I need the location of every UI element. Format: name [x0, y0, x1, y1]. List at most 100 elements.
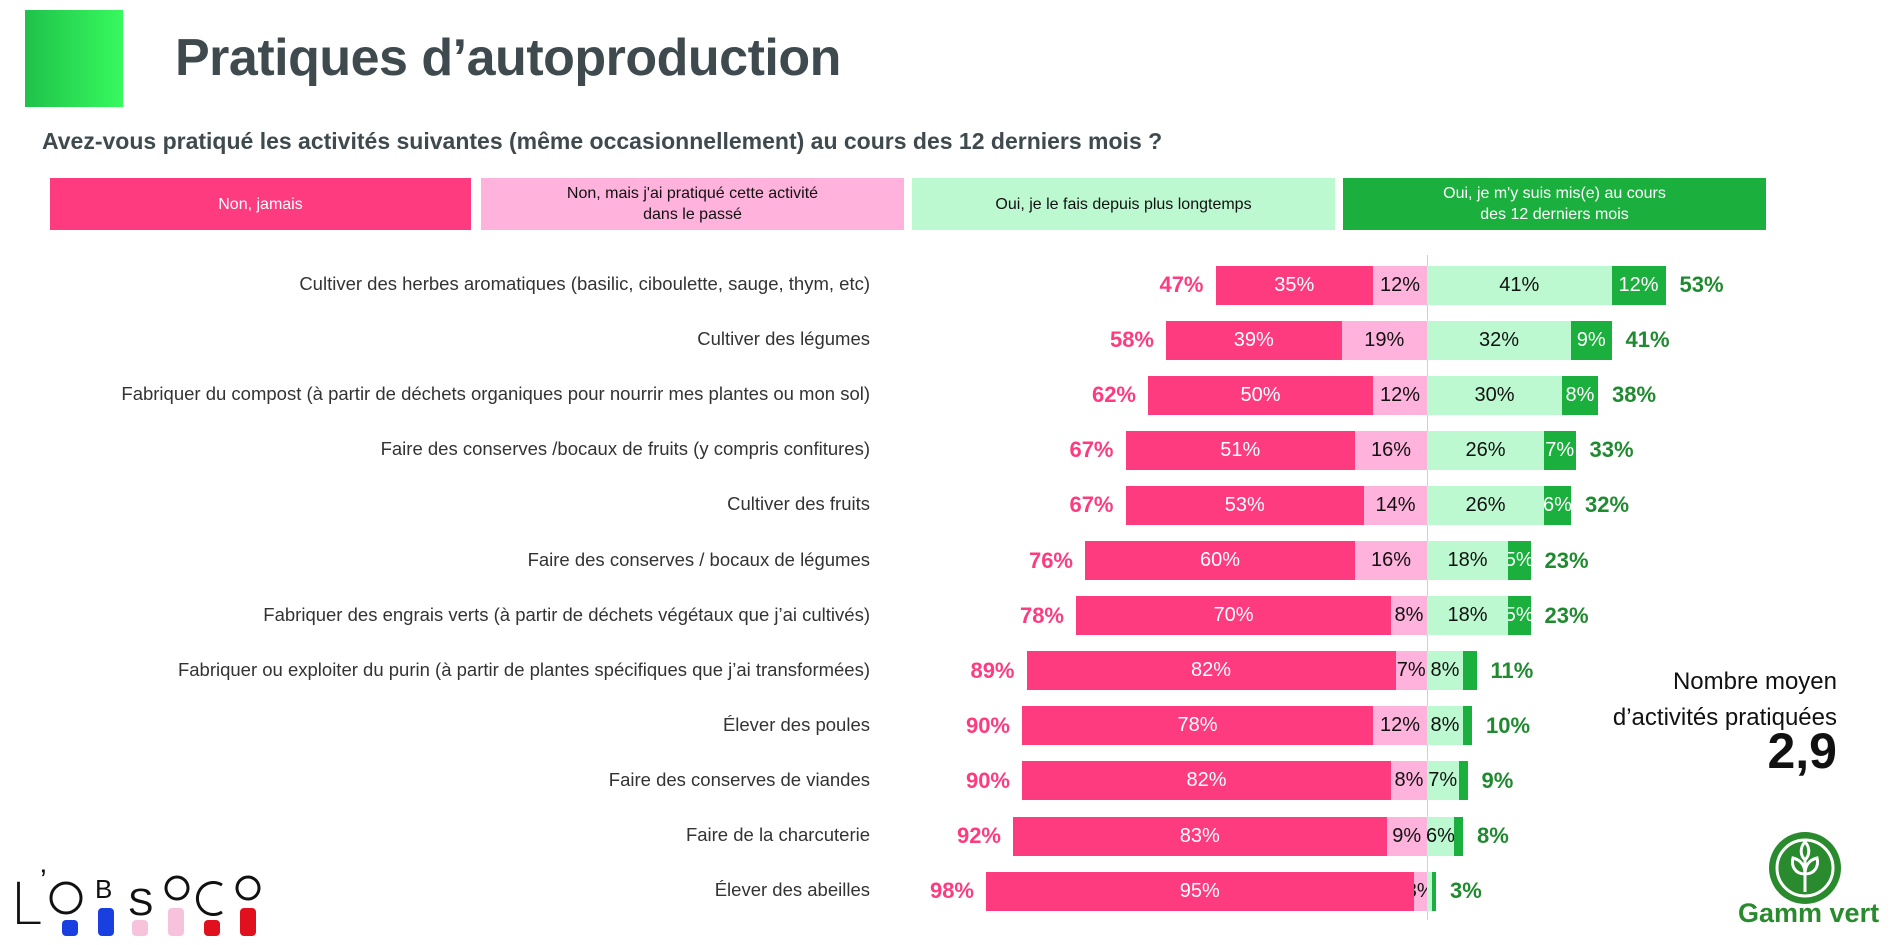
row-label: Cultiver des herbes aromatiques (basilic…	[299, 273, 870, 294]
total-yes-label: 10%	[1486, 712, 1531, 738]
bar-segment-recent	[1458, 761, 1468, 801]
total-no-label: 98%	[929, 878, 974, 904]
row-label: Fabriquer ou exploiter du purin (à parti…	[177, 658, 870, 680]
bar-segment-recent: 12%	[1611, 265, 1666, 305]
total-yes-label: 38%	[1612, 382, 1657, 408]
bar-segment-recent: 5%	[1508, 541, 1531, 580]
survey-question: Avez-vous pratiqué les activités suivant…	[42, 128, 1163, 154]
row-label: Cultiver des fruits	[727, 493, 870, 515]
bar-segment-past: 3%	[1413, 871, 1427, 911]
bar-segment-recent: 9%	[1571, 320, 1612, 360]
bar-segment-past: 12%	[1373, 265, 1427, 305]
total-yes-label: 8%	[1477, 823, 1509, 848]
bar-segment-past: 12%	[1373, 375, 1427, 415]
bar-segment-recent	[1454, 816, 1463, 856]
bar-segment-long-time: 8%	[1427, 651, 1463, 691]
svg-text:S: S	[128, 882, 153, 924]
total-yes-label: 23%	[1544, 547, 1589, 573]
bar-segment-recent	[1463, 706, 1472, 746]
title-accent-block	[25, 10, 123, 107]
average-activities-value: 2,9	[1767, 723, 1837, 779]
bar-segment-never: 53%	[1125, 485, 1364, 525]
average-label-line2: d’activités pratiquées	[1612, 704, 1837, 731]
bar-segment-past: 19%	[1341, 320, 1427, 360]
obsoco-logo: L ’ B S	[10, 864, 261, 938]
bar-segment-past: 8%	[1391, 761, 1427, 801]
total-no-label: 67%	[1069, 492, 1114, 518]
bar-segment-never: 60%	[1085, 541, 1355, 580]
bar-segment-long-time: 30%	[1427, 375, 1562, 415]
bar-segment-recent	[1463, 651, 1477, 691]
total-no-label: 90%	[965, 767, 1010, 793]
svg-text:L: L	[10, 870, 42, 938]
bar-segment-never: 50%	[1148, 375, 1373, 415]
total-no-label: 90%	[965, 712, 1010, 738]
bar-segment-long-time: 18%	[1427, 541, 1508, 580]
row-label: Fabriquer des engrais verts (à partir de…	[263, 603, 870, 625]
bar-segment-past: 7%	[1395, 651, 1427, 691]
bar-segment-past: 8%	[1391, 596, 1427, 636]
bar-segment-never: 51%	[1125, 430, 1355, 470]
bar-segment-never: 39%	[1166, 320, 1342, 360]
bar-segment-long-time: 26%	[1427, 485, 1544, 525]
average-label-line1: Nombre moyen	[1672, 668, 1837, 695]
page-title: Pratiques d’autoproduction	[175, 29, 841, 87]
bar-segment-recent: 7%	[1544, 430, 1576, 470]
gamm-vert-logo-icon	[1769, 832, 1841, 904]
legend-long-time: Oui, je le fais depuis plus longtemps	[912, 178, 1335, 230]
bar-segment-long-time: 41%	[1427, 265, 1612, 305]
row-label: Faire des conserves de viandes	[608, 768, 870, 790]
bar-segment-past: 12%	[1373, 706, 1427, 746]
total-yes-label: 32%	[1585, 492, 1630, 518]
row-label: Faire des conserves /bocaux de fruits (y…	[380, 438, 870, 460]
bar-segment-never: 83%	[1013, 816, 1387, 856]
bar-segment-recent: 6%	[1544, 485, 1571, 525]
total-no-label: 89%	[970, 657, 1015, 683]
bar-segment-recent: 5%	[1508, 596, 1531, 636]
bar-segment-never: 78%	[1022, 706, 1373, 746]
total-yes-label: 9%	[1481, 767, 1514, 793]
bar-segment-past: 16%	[1355, 430, 1427, 470]
row-label: Élever des abeilles	[714, 879, 870, 901]
bar-segment-never: 82%	[1022, 761, 1391, 801]
legend-recent: Oui, je m'y suis mis(e) au cours des 12 …	[1343, 178, 1766, 230]
svg-text:’: ’	[40, 864, 47, 897]
bar-segment-long-time	[1427, 871, 1432, 911]
svg-text:B: B	[95, 874, 112, 904]
row-label: Faire de la charcuterie	[685, 824, 870, 845]
legend-past: Non, mais j'ai pratiqué cette activité d…	[481, 178, 904, 230]
bar-segment-never: 82%	[1026, 651, 1396, 691]
bar-segment-long-time: 26%	[1427, 430, 1544, 470]
total-no-label: 67%	[1069, 437, 1114, 463]
total-no-label: 92%	[956, 823, 1001, 848]
bar-segment-recent: 8%	[1562, 375, 1598, 415]
bar-segment-past: 14%	[1364, 485, 1427, 525]
zero-axis-line	[1427, 255, 1428, 920]
gamm-vert-logo-text: Gamm vert	[1738, 898, 1880, 928]
total-yes-label: 23%	[1544, 602, 1589, 628]
total-no-label: 47%	[1159, 272, 1204, 297]
row-label: Élever des poules	[722, 713, 870, 735]
bar-segment-long-time: 7%	[1427, 761, 1459, 801]
bar-segment-long-time: 6%	[1427, 816, 1454, 856]
average-activities-label: Nombre moyen d’activités pratiquées	[1613, 664, 1837, 736]
bar-segment-past: 16%	[1355, 541, 1427, 580]
bar-segment-long-time: 8%	[1427, 706, 1463, 746]
total-yes-label: 3%	[1450, 878, 1482, 904]
total-yes-label: 41%	[1625, 327, 1670, 353]
bar-segment-never: 35%	[1215, 265, 1373, 305]
bar-segment-never: 70%	[1076, 596, 1391, 636]
row-label: Faire des conserves / bocaux de légumes	[527, 548, 870, 570]
bar-segment-recent	[1431, 871, 1436, 911]
bar-segment-past: 9%	[1386, 816, 1427, 856]
total-yes-label: 11%	[1490, 657, 1534, 683]
row-label: Fabriquer du compost (à partir de déchet…	[121, 383, 870, 405]
row-label: Cultiver des légumes	[697, 328, 870, 350]
total-no-label: 62%	[1091, 382, 1136, 408]
total-yes-label: 33%	[1589, 437, 1634, 463]
bar-segment-never: 95%	[986, 871, 1414, 911]
total-yes-label: 53%	[1679, 272, 1724, 297]
total-no-label: 78%	[1019, 602, 1064, 628]
legend-never: Non, jamais	[50, 178, 471, 230]
